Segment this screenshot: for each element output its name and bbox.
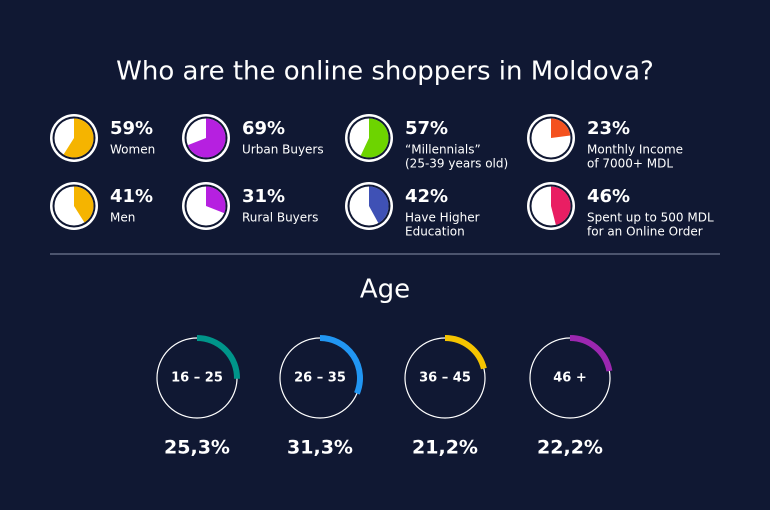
stat-label: Rural Buyers bbox=[242, 211, 318, 225]
pie-wedge bbox=[74, 186, 94, 223]
age-label: 36 – 45 bbox=[419, 371, 471, 386]
age-arc bbox=[569, 335, 613, 372]
pie-wedge bbox=[551, 118, 571, 138]
stat-label: for an Online Order bbox=[587, 225, 703, 239]
age-arc bbox=[196, 335, 240, 379]
age-arc bbox=[319, 335, 363, 395]
age-label: 46 + bbox=[553, 371, 587, 386]
stat-label: “Millennials” bbox=[405, 143, 481, 157]
title: Who are the online shoppers in Moldova? bbox=[116, 57, 654, 87]
stat-label: Spent up to 500 MDL bbox=[587, 211, 714, 225]
age-title: Age bbox=[360, 275, 410, 305]
pie-wedge bbox=[369, 186, 389, 224]
pie-wedge bbox=[360, 118, 389, 158]
stat-label: Monthly Income bbox=[587, 143, 683, 157]
age-label: 16 – 25 bbox=[171, 371, 223, 386]
stat-label: Education bbox=[405, 225, 465, 239]
stat-value: 57% bbox=[405, 118, 448, 139]
stat-label: Women bbox=[110, 143, 155, 157]
age-value: 25,3% bbox=[164, 437, 230, 459]
stat-value: 69% bbox=[242, 118, 285, 139]
pie-wedge bbox=[551, 186, 571, 225]
stat-label: of 7000+ MDL bbox=[587, 157, 673, 171]
stat-value: 31% bbox=[242, 186, 285, 207]
age-value: 31,3% bbox=[287, 437, 353, 459]
stat-value: 23% bbox=[587, 118, 630, 139]
stat-value: 59% bbox=[110, 118, 153, 139]
pie-wedge bbox=[187, 118, 226, 158]
age-value: 21,2% bbox=[412, 437, 478, 459]
stat-label: Urban Buyers bbox=[242, 143, 324, 157]
stat-value: 42% bbox=[405, 186, 448, 207]
stat-label: Men bbox=[110, 211, 135, 225]
age-arc bbox=[444, 335, 487, 370]
stat-value: 41% bbox=[110, 186, 153, 207]
pie-wedge bbox=[63, 118, 94, 158]
pie-wedge bbox=[206, 186, 226, 214]
age-value: 22,2% bbox=[537, 437, 603, 459]
stat-label: Have Higher bbox=[405, 211, 480, 225]
stat-value: 46% bbox=[587, 186, 630, 207]
age-label: 26 – 35 bbox=[294, 371, 346, 386]
stat-label: (25-39 years old) bbox=[405, 157, 508, 171]
